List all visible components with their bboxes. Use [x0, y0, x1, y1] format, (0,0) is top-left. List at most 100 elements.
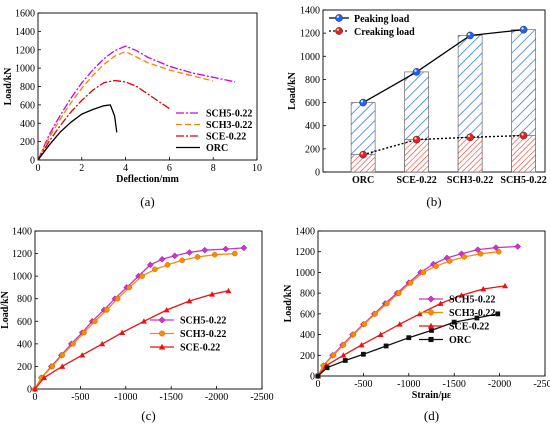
y-tick-label: 800	[17, 294, 32, 305]
data-point-peaking	[412, 68, 421, 76]
data-point	[407, 280, 414, 286]
x-tick-label: 10	[252, 163, 262, 174]
y-tick-label: 400	[17, 339, 32, 350]
data-point	[361, 321, 368, 327]
legend-label: SCE-0.22	[180, 343, 220, 354]
data-point	[429, 328, 434, 333]
category-label: SCE-0.22	[396, 175, 436, 186]
y-tick-label: 1400	[15, 27, 35, 38]
data-point-creaking	[519, 131, 528, 140]
data-point	[446, 258, 453, 264]
data-point	[433, 263, 439, 269]
y-axis-label: Load/kN	[283, 284, 294, 323]
x-tick-label: -2500	[250, 392, 273, 403]
data-point-peaking-highlight	[414, 69, 417, 72]
data-point	[59, 363, 66, 369]
data-point	[41, 374, 48, 381]
x-tick-label: -1000	[114, 392, 137, 403]
legend-label: ORC	[206, 143, 228, 154]
data-point	[340, 342, 347, 348]
data-point-peaking	[519, 25, 528, 34]
y-axis-label: Load/kN	[0, 290, 11, 329]
data-point	[358, 341, 365, 348]
x-tick-label: -500	[71, 392, 89, 403]
category-label: SCH3-0.22	[447, 175, 493, 186]
data-point	[372, 311, 378, 317]
y-tick-label: 1000	[15, 64, 35, 75]
y-tick-label: 0	[315, 168, 320, 179]
data-point	[396, 290, 402, 296]
data-point	[92, 318, 98, 325]
y-tick-label: 1200	[12, 249, 32, 260]
x-tick-label: -1000	[397, 379, 420, 390]
data-point	[201, 246, 209, 254]
legend-marker	[158, 316, 166, 324]
x-tick-label: 6	[167, 163, 172, 174]
data-point	[70, 341, 76, 347]
data-point	[420, 269, 427, 276]
data-point-peaking	[359, 98, 367, 107]
y-tick-label: 0	[310, 372, 315, 383]
y-tick-label: 1000	[300, 52, 320, 63]
y-tick-label: 1000	[12, 272, 32, 283]
series-line-sch5-0.22	[37, 45, 236, 161]
y-tick-label: 400	[20, 119, 35, 130]
data-point-creaking	[359, 150, 367, 159]
data-point	[315, 373, 321, 379]
y-tick-label: 600	[305, 98, 320, 109]
bar-creaking-load	[457, 136, 483, 173]
data-point	[99, 340, 106, 347]
y-tick-label: 600	[17, 317, 32, 328]
data-point	[474, 246, 482, 253]
data-point	[81, 329, 87, 336]
chart-panel-d: 0 200 400 600 800 1000 1200 1400 0 -500 -1000 -1500…	[283, 227, 550, 424]
legend-marker-highlight	[336, 15, 340, 18]
legend-label: SCE-0.22	[206, 132, 246, 143]
x-tick-label: -1500	[160, 392, 183, 403]
y-tick-label: 0	[30, 156, 35, 167]
x-tick-label: 0	[316, 379, 321, 390]
y-tick-label: 800	[305, 75, 320, 86]
data-point	[139, 273, 145, 279]
x-tick-label: 2	[79, 163, 84, 174]
legend: SCH5-0.22 SCH3-0.22 SCE-0.22	[150, 316, 226, 354]
legend-label: SCH3-0.22	[206, 120, 252, 131]
data-point	[171, 252, 179, 260]
legend-marker	[335, 27, 343, 35]
data-point	[474, 315, 480, 321]
data-point	[209, 291, 216, 297]
data-point	[406, 335, 412, 341]
data-point	[451, 319, 457, 325]
data-point	[32, 386, 38, 392]
data-point-creaking-highlight	[521, 133, 524, 136]
series-line-orc	[37, 104, 118, 161]
data-point-peaking-highlight	[360, 100, 364, 103]
y-tick-label: 200	[305, 144, 320, 155]
data-point	[212, 251, 218, 258]
series-line-creaking-load	[362, 134, 524, 156]
x-tick-label: -2000	[488, 379, 511, 390]
y-tick-label: 1400	[12, 227, 32, 238]
x-tick-label: -1500	[443, 379, 466, 390]
data-point-creaking	[412, 135, 421, 144]
y-tick-label: 1400	[300, 6, 320, 17]
x-tick-label: 4	[123, 163, 128, 174]
data-point-creaking-highlight	[360, 152, 364, 155]
data-point	[186, 297, 193, 304]
bar-creaking-load	[511, 135, 536, 173]
plot-frame	[322, 9, 546, 173]
y-tick-label: 200	[300, 351, 315, 362]
data-point	[126, 284, 133, 291]
x-axis-label: Deflection/mm	[116, 174, 179, 185]
legend-label: SCH5-0.22	[449, 295, 495, 306]
legend-label: SCH3-0.22	[449, 308, 495, 319]
data-point	[383, 343, 389, 349]
legend-marker	[427, 295, 435, 303]
data-point	[194, 254, 201, 260]
panel-label: (a)	[140, 194, 154, 209]
data-point	[502, 282, 509, 289]
series-line-peaking-load	[362, 29, 524, 104]
data-point	[240, 244, 248, 252]
